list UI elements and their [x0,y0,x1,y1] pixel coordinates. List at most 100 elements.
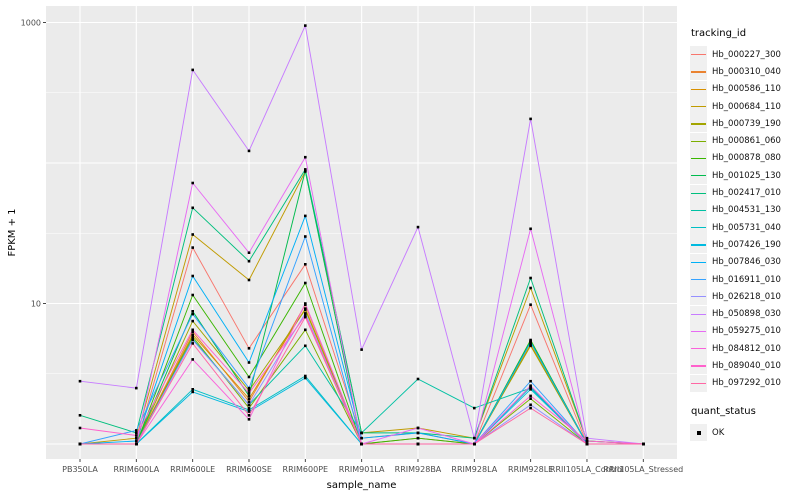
legend-key-box [690,46,707,64]
legend-key-line-icon [691,261,706,263]
legend-entry-Hb_000227_300: Hb_000227_300 [690,46,798,64]
data-point [247,403,251,407]
legend-key-box [690,340,707,358]
legend-key-box [690,271,707,288]
legend-label: Hb_000878_080 [712,153,781,164]
legend-label: Hb_016911_010 [712,274,781,285]
data-point [247,397,251,400]
data-point [416,377,420,381]
legend-key-line-icon [691,106,706,108]
legend-label: Hb_000684_110 [712,101,781,112]
legend-key-line-icon [691,244,706,246]
data-point [78,379,82,383]
legend-key-line-icon [691,296,706,298]
data-point [191,246,194,249]
data-point [135,434,138,437]
legend-entry-Hb_089040_010: Hb_089040_010 [690,357,798,375]
data-point [529,406,532,410]
data-point [247,386,251,390]
data-point [529,388,532,391]
legend-key-line-icon [691,88,706,90]
x-axis-tick-label: RRIM600SE [226,465,272,474]
legend-key-line-icon [691,157,706,160]
y-axis-tick-label: 10 [31,299,41,308]
data-point [191,233,194,236]
legend-label: Hb_059275_010 [712,326,781,337]
data-point [304,302,307,305]
legend-label: Hb_000310_040 [712,66,781,77]
y-axis-tick-label: 1000 [21,18,41,27]
legend-label-ok: OK [712,427,725,438]
legend-entry-Hb_001025_130: Hb_001025_130 [690,167,798,185]
legend-label: Hb_004531_130 [712,205,781,216]
legend-key-line-icon [691,209,706,211]
x-axis-title: sample_name [327,480,397,491]
data-point [529,397,532,400]
legend-entry-Hb_026218_010: Hb_026218_010 [690,288,798,306]
data-point [642,442,645,446]
data-point [247,361,251,364]
data-point [191,328,194,332]
data-point [191,181,194,185]
data-point [247,375,251,379]
data-point [529,394,532,398]
x-axis-tick-label: RRIM928LE [508,465,553,474]
data-point [247,408,251,412]
x-axis-tick-label: RRII105LA_Stressed [603,465,683,474]
data-point [529,227,532,231]
data-point [304,168,307,171]
data-point [191,206,194,210]
legend-key-box [690,322,707,340]
legend-label: Hb_000227_300 [712,49,781,60]
data-point [247,406,251,410]
legend-title-tracking-id: tracking_id [691,28,747,39]
legend-entry-Hb_000310_040: Hb_000310_040 [690,63,798,81]
data-point [247,389,251,392]
x-axis-tick-label: RRIM928LA [451,465,497,474]
data-point [191,335,194,338]
data-point [191,342,194,345]
data-point [247,259,251,263]
data-point [191,293,194,297]
legend-key-line-icon [691,330,706,333]
legend-key-box [690,219,707,237]
legend-key-box [690,132,707,150]
legend-key-box [690,184,707,202]
legend-label: Hb_050898_030 [712,309,781,320]
legend: tracking_id Hb_000227_300 Hb_000310_040 Hb… [690,28,798,442]
x-axis-tick-label: RRII105LA_Control [550,465,624,474]
legend-key-line-icon [691,175,706,177]
data-point [247,414,251,417]
data-point [191,330,194,333]
legend-key-box [690,63,707,81]
data-point [304,328,307,332]
legend-label: Hb_005731_040 [712,222,781,233]
data-point [135,439,138,443]
legend-key-box [690,424,707,442]
data-point [191,338,194,342]
legend-label: Hb_097292_010 [712,378,781,389]
data-point [78,426,82,430]
data-point [191,310,194,313]
legend-entry-Hb_005731_040: Hb_005731_040 [690,219,798,237]
legend-key-box [690,98,707,116]
legend-key-line-icon [691,54,706,56]
legend-entry-Hb_000684_110: Hb_000684_110 [690,98,798,116]
data-point [304,263,307,266]
data-point [247,391,251,395]
legend-key-box [690,374,707,392]
data-point [247,278,251,282]
legend-key-line-icon [691,71,706,73]
data-point [247,400,251,403]
data-point [473,442,476,446]
data-point [304,235,307,238]
data-point [585,442,589,446]
data-point [529,379,532,383]
legend-entry-Hb_004531_130: Hb_004531_130 [690,201,798,219]
data-point [191,319,194,323]
ok-point-marker-icon [696,430,701,435]
data-point [304,376,307,380]
legend-key-box [690,80,707,98]
